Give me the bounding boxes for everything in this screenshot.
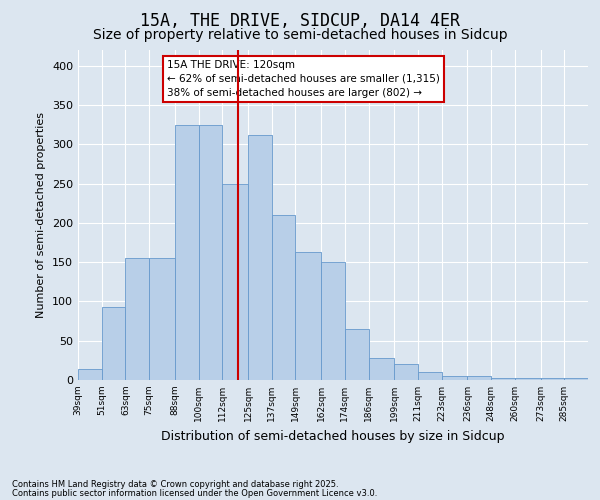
Bar (394, 364, 418, 380)
Bar (295, 252, 321, 380)
Text: 15A THE DRIVE: 120sqm
← 62% of semi-detached houses are smaller (1,315)
38% of s: 15A THE DRIVE: 120sqm ← 62% of semi-deta… (167, 60, 440, 98)
Bar (272, 215, 295, 380)
Text: Size of property relative to semi-detached houses in Sidcup: Size of property relative to semi-detach… (92, 28, 508, 42)
Bar (345, 329, 368, 380)
Bar (442, 376, 467, 380)
Bar (515, 378, 541, 380)
Text: Contains HM Land Registry data © Crown copyright and database right 2025.: Contains HM Land Registry data © Crown c… (12, 480, 338, 489)
Bar (125, 258, 149, 380)
Bar (418, 372, 442, 380)
Y-axis label: Number of semi-detached properties: Number of semi-detached properties (37, 112, 46, 318)
Bar (321, 262, 345, 380)
Bar (149, 258, 175, 380)
Bar (368, 358, 394, 380)
Bar (78, 369, 102, 380)
Bar (102, 307, 125, 380)
Text: Contains public sector information licensed under the Open Government Licence v3: Contains public sector information licen… (12, 488, 377, 498)
Bar (248, 135, 272, 380)
Bar (541, 378, 564, 380)
X-axis label: Distribution of semi-detached houses by size in Sidcup: Distribution of semi-detached houses by … (161, 430, 505, 442)
Text: 15A, THE DRIVE, SIDCUP, DA14 4ER: 15A, THE DRIVE, SIDCUP, DA14 4ER (140, 12, 460, 30)
Bar (467, 376, 491, 380)
Bar (175, 124, 199, 380)
Bar (564, 378, 588, 380)
Bar (223, 184, 248, 380)
Bar (491, 378, 515, 380)
Bar (199, 124, 223, 380)
